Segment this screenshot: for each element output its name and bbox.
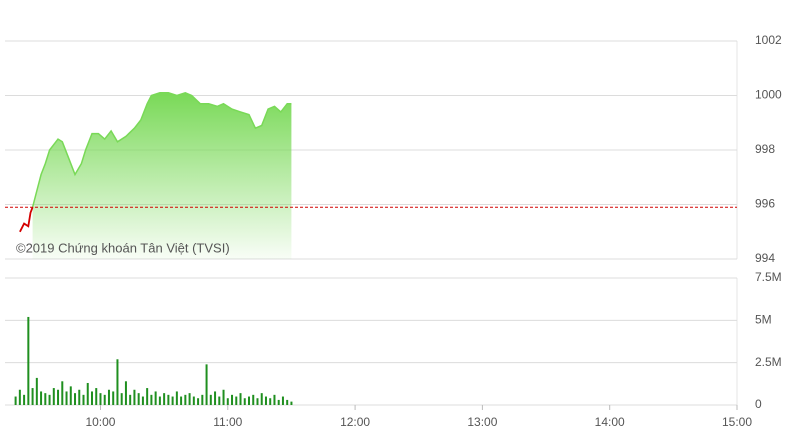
y-tick-label: 2.5M xyxy=(755,355,782,369)
volume-bar xyxy=(90,391,93,405)
volume-bar xyxy=(95,388,98,405)
volume-bar xyxy=(69,386,72,405)
volume-bar xyxy=(180,396,183,405)
volume-bar xyxy=(239,393,242,405)
volume-bar xyxy=(167,394,170,405)
volume-bar xyxy=(175,391,178,405)
volume-bar xyxy=(201,394,204,405)
volume-bar xyxy=(264,396,267,405)
volume-bar xyxy=(61,381,64,405)
volume-bar xyxy=(184,394,187,405)
volume-bar xyxy=(107,389,110,405)
volume-bar xyxy=(57,389,60,405)
volume-bar xyxy=(281,396,284,405)
y-tick-label: 994 xyxy=(755,251,775,265)
volume-bar xyxy=(44,393,47,405)
x-tick-label: 13:00 xyxy=(467,415,497,429)
volume-bar xyxy=(48,394,51,405)
volume-bar xyxy=(269,398,272,405)
volume-bar xyxy=(163,393,166,405)
price-line-down xyxy=(19,206,34,233)
volume-bar xyxy=(158,396,161,405)
volume-bar xyxy=(112,391,115,405)
volume-bar xyxy=(40,391,43,405)
volume-bar xyxy=(197,398,200,405)
volume-bar xyxy=(248,396,250,405)
price-line xyxy=(31,92,292,208)
volume-bar xyxy=(192,396,195,405)
volume-bar xyxy=(116,359,119,405)
annotation: ©2019 Chứng khoán Tân Việt (TVSI) xyxy=(16,240,230,255)
volume-bar xyxy=(273,394,276,405)
volume-bar xyxy=(18,389,21,405)
volume-bar xyxy=(171,396,174,405)
volume-bar xyxy=(214,391,217,405)
volume-bar xyxy=(277,399,280,405)
y-tick-label: 7.5M xyxy=(755,270,782,284)
x-tick-label: 15:00 xyxy=(722,415,752,429)
y-tick-label: 996 xyxy=(755,197,775,211)
volume-bar xyxy=(150,394,153,405)
y-tick-label: 998 xyxy=(755,142,775,156)
volume-bar xyxy=(252,394,255,405)
volume-bar xyxy=(31,388,34,405)
volume-bar xyxy=(14,396,17,405)
y-tick-label: 1002 xyxy=(755,33,782,47)
x-tick-label: 10:00 xyxy=(85,415,115,429)
volume-bar xyxy=(141,396,144,405)
volume-bar xyxy=(243,398,246,405)
volume-bar xyxy=(226,398,229,405)
volume-bar xyxy=(82,394,85,405)
volume-bar xyxy=(120,393,123,405)
volume-bar xyxy=(78,389,81,405)
volume-bar xyxy=(188,393,191,405)
volume-bar xyxy=(99,393,102,405)
x-tick-label: 12:00 xyxy=(340,415,370,429)
volume-bar xyxy=(35,377,38,405)
volume-bar xyxy=(235,396,238,405)
volume-bar xyxy=(146,388,149,405)
volume-bar xyxy=(137,393,140,405)
volume-bar xyxy=(286,399,289,405)
x-tick-label: 14:00 xyxy=(595,415,625,429)
volume-bar xyxy=(65,391,68,405)
volume-bar xyxy=(103,394,106,405)
volume-bar xyxy=(209,394,212,405)
volume-bar xyxy=(290,401,293,405)
volume-bar xyxy=(27,316,30,405)
volume-bar xyxy=(23,394,26,405)
volume-bar xyxy=(124,381,127,405)
volume-bar xyxy=(260,393,263,405)
volume-bar xyxy=(129,394,132,405)
volume-bar xyxy=(231,394,234,405)
y-tick-label: 0 xyxy=(755,397,762,411)
volume-bar xyxy=(52,388,55,405)
volume-bar xyxy=(154,391,157,405)
y-tick-label: 1000 xyxy=(755,88,782,102)
volume-bar xyxy=(256,398,259,405)
x-tick-label: 11:00 xyxy=(213,415,242,429)
volume-bar xyxy=(218,396,221,405)
volume-bar xyxy=(133,389,136,405)
volume-bar xyxy=(74,393,77,405)
volume-bar xyxy=(86,382,89,405)
volume-bar xyxy=(222,389,225,405)
volume-bar xyxy=(205,364,208,405)
area-fill xyxy=(32,92,292,259)
y-tick-label: 5M xyxy=(755,313,772,327)
